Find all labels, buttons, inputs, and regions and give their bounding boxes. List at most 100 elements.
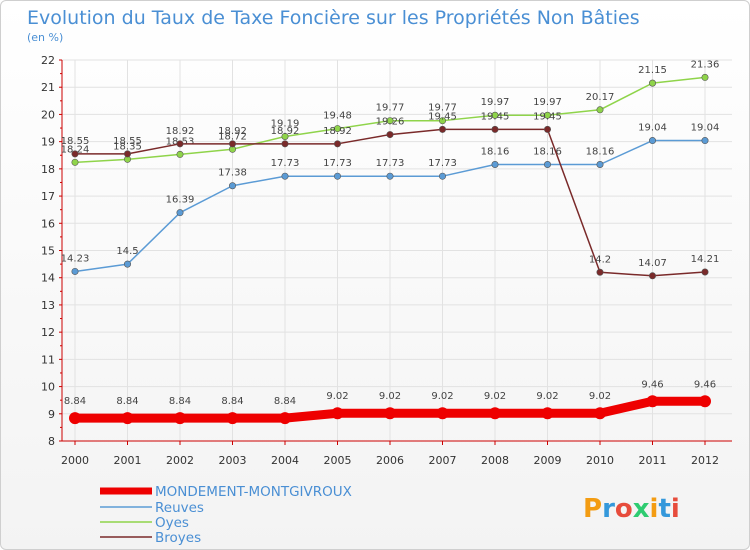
x-tick-label: 2007 — [429, 454, 457, 467]
data-label: 18.55 — [113, 136, 142, 147]
proxiti-logo: Proxiti — [583, 494, 680, 524]
data-label: 9.02 — [431, 391, 453, 402]
data-point — [124, 260, 132, 268]
data-label: 18.92 — [323, 126, 352, 137]
data-point — [386, 117, 394, 125]
data-label: 18.55 — [61, 136, 90, 147]
data-label: 18.24 — [61, 144, 90, 155]
data-point — [333, 172, 341, 180]
y-tick-label: 10 — [41, 381, 55, 394]
data-point — [596, 161, 604, 169]
data-point — [489, 407, 501, 420]
data-point — [701, 73, 709, 81]
data-label: 14.5 — [116, 246, 138, 257]
data-point — [596, 268, 604, 276]
x-tick-label: 2011 — [639, 454, 667, 467]
data-label: 19.77 — [428, 103, 457, 114]
data-point — [438, 117, 446, 125]
data-label: 17.73 — [323, 158, 352, 169]
x-tick-label: 2005 — [324, 454, 352, 467]
data-point — [648, 272, 656, 280]
data-label: 19.48 — [323, 111, 352, 122]
data-point — [71, 267, 79, 275]
data-label: 21.15 — [638, 65, 667, 76]
data-point — [386, 172, 394, 180]
data-point — [174, 412, 186, 425]
data-label: 17.38 — [218, 168, 247, 179]
data-label: 9.02 — [379, 391, 401, 402]
data-label: 17.73 — [271, 158, 300, 169]
x-tick-label: 2004 — [271, 454, 299, 467]
data-label: 18.92 — [218, 126, 247, 137]
data-label: 20.17 — [586, 92, 615, 103]
data-label: 14.2 — [589, 254, 611, 265]
data-label: 9.02 — [589, 391, 611, 402]
data-label: 19.04 — [691, 123, 720, 134]
data-label: 19.04 — [638, 123, 667, 134]
data-label: 9.46 — [641, 379, 663, 390]
data-point — [543, 161, 551, 169]
data-point — [121, 412, 134, 425]
x-tick-label: 2001 — [114, 454, 142, 467]
y-tick-label: 15 — [41, 245, 55, 258]
data-point — [596, 106, 604, 114]
data-point — [491, 161, 499, 169]
x-tick-label: 2010 — [586, 454, 614, 467]
data-label: 9.02 — [536, 391, 558, 402]
data-label: 8.84 — [274, 396, 296, 407]
legend-label: MONDEMENT-MONTGIVROUX — [155, 484, 352, 500]
data-point — [69, 412, 81, 425]
data-point — [491, 111, 499, 119]
data-label: 21.36 — [691, 59, 720, 70]
data-point — [594, 407, 606, 420]
series-reuves: 14.23 14.5 16.39 17.38 17.73 17.73 17.73 17.73 1… — [61, 123, 720, 275]
y-tick-label: 22 — [41, 54, 55, 67]
data-point — [543, 125, 551, 133]
data-point — [386, 131, 394, 139]
data-point — [281, 172, 289, 180]
data-label: 19.26 — [376, 117, 405, 128]
data-point — [438, 172, 446, 180]
chart-title: Evolution du Taux de Taxe Foncière sur l… — [27, 7, 640, 29]
legend-label: Broyes — [155, 530, 201, 546]
data-point — [701, 137, 709, 145]
data-point — [176, 140, 184, 148]
data-point — [541, 407, 554, 420]
data-point — [333, 140, 341, 148]
data-point — [229, 182, 237, 190]
data-label: 18.16 — [481, 147, 510, 158]
data-label: 19.97 — [533, 97, 562, 108]
data-point — [543, 111, 551, 119]
y-tick-label: 8 — [48, 435, 55, 448]
data-label: 19.19 — [271, 118, 300, 129]
y-tick-label: 12 — [41, 326, 55, 339]
data-label: 9.02 — [484, 391, 506, 402]
data-label: 19.97 — [481, 97, 510, 108]
y-tick-label: 18 — [41, 163, 55, 176]
data-point — [438, 125, 446, 133]
data-point — [699, 395, 711, 408]
data-label: 9.46 — [694, 379, 716, 390]
data-point — [176, 209, 184, 217]
data-point — [384, 407, 396, 420]
y-tick-label: 19 — [41, 136, 55, 149]
data-point — [333, 125, 341, 133]
data-label: 14.23 — [61, 253, 90, 264]
data-point — [176, 150, 184, 158]
data-label: 19.45 — [533, 111, 562, 122]
data-label: 14.21 — [691, 254, 720, 265]
data-label: 18.16 — [586, 147, 615, 158]
y-tick-label: 16 — [41, 217, 55, 230]
data-point — [229, 140, 237, 148]
data-label: 17.73 — [428, 158, 457, 169]
data-label: 19.77 — [376, 103, 405, 114]
data-point — [436, 407, 449, 420]
data-label: 14.07 — [638, 258, 667, 269]
y-tick-label: 13 — [41, 299, 55, 312]
data-point — [71, 158, 79, 166]
data-label: 18.72 — [218, 131, 247, 142]
data-point — [646, 395, 659, 408]
series-broyes: 18.55 18.55 18.92 18.92 18.92 18.92 19.26 19.45… — [61, 111, 720, 280]
